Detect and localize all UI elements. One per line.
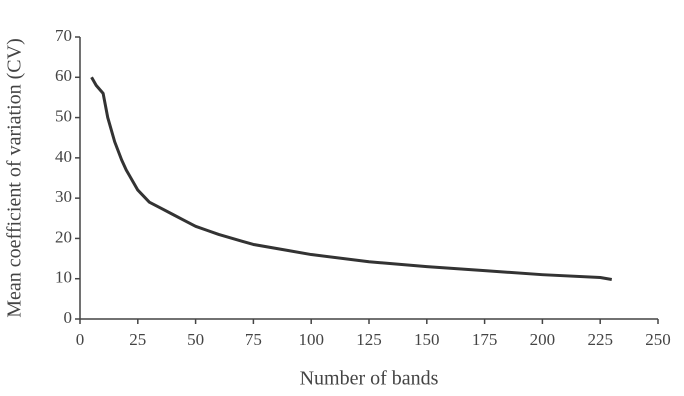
- x-tick-label: 175: [472, 330, 498, 349]
- y-tick-label: 10: [55, 268, 72, 287]
- y-tick-label: 60: [55, 66, 72, 85]
- y-tick-label: 40: [55, 147, 72, 166]
- y-tick-label: 0: [64, 308, 73, 327]
- x-tick-label: 225: [587, 330, 613, 349]
- x-tick-label: 200: [530, 330, 556, 349]
- x-tick-label: 150: [414, 330, 440, 349]
- y-tick-label: 50: [55, 106, 72, 125]
- y-tick-label: 20: [55, 227, 72, 246]
- y-tick-label: 30: [55, 187, 72, 206]
- x-tick-label: 250: [645, 330, 671, 349]
- data-line: [90, 76, 613, 281]
- x-tick-label: 100: [298, 330, 324, 349]
- x-axis-title: Number of bands: [300, 368, 439, 390]
- x-tick-label: 0: [76, 330, 85, 349]
- y-tick-label: 70: [55, 26, 72, 45]
- x-tick-label: 25: [129, 330, 146, 349]
- x-tick-label: 50: [187, 330, 204, 349]
- x-tick-label: 75: [245, 330, 262, 349]
- y-axis-title: Mean coefficient of variation (CV): [4, 38, 26, 318]
- x-tick-label: 125: [356, 330, 382, 349]
